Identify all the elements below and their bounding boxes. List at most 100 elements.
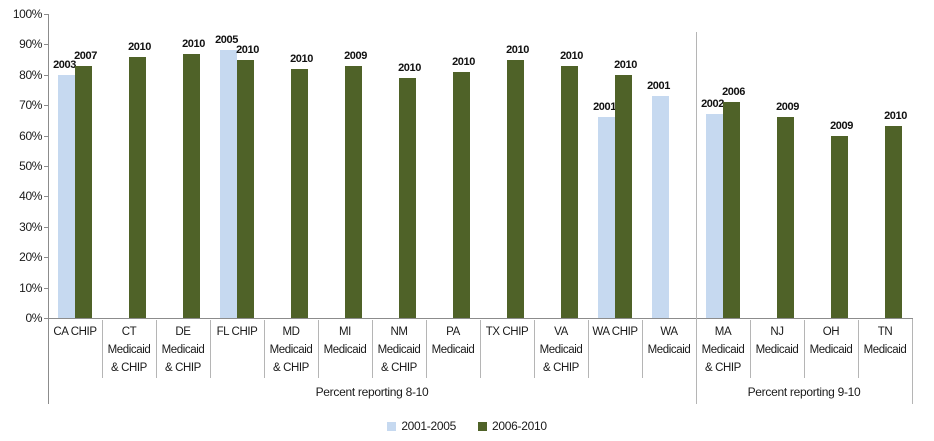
bar-year-label: 2010 bbox=[236, 43, 259, 56]
category-label: CA CHIP bbox=[53, 326, 97, 338]
legend-item-2001-2005: 2001-2005 bbox=[387, 419, 456, 433]
y-axis-tick-label: 90% bbox=[19, 37, 42, 52]
group-label: Percent reporting 8-10 bbox=[315, 385, 429, 399]
y-axis-tick-mark bbox=[44, 257, 48, 259]
y-axis-tick-mark bbox=[44, 226, 48, 228]
y-axis-tick-label: 70% bbox=[19, 98, 42, 113]
bar-2001-2005 bbox=[58, 74, 75, 318]
category-label: TN Medicaid bbox=[863, 326, 907, 356]
bar-year-label: 2009 bbox=[776, 101, 799, 114]
y-axis-tick-label: 50% bbox=[19, 159, 42, 173]
y-axis-tick-mark bbox=[44, 105, 48, 107]
category-separator bbox=[264, 320, 265, 378]
y-axis-tick-label: 20% bbox=[19, 250, 42, 265]
y-axis-tick-label: 100% bbox=[12, 7, 42, 21]
bar-year-label: 2010 bbox=[560, 49, 583, 62]
bar-2006-2010 bbox=[507, 59, 524, 318]
category-label: TX CHIP bbox=[485, 326, 529, 338]
plot-right-border bbox=[912, 319, 913, 404]
bar-2006-2010 bbox=[291, 68, 308, 318]
y-axis-tick-label: 30% bbox=[19, 219, 42, 234]
y-axis-tick-mark bbox=[44, 44, 48, 46]
group-label: Percent reporting 9-10 bbox=[747, 385, 861, 399]
category-label: DE Medicaid & CHIP bbox=[161, 326, 205, 374]
category-separator bbox=[372, 320, 373, 378]
bar-2001-2005 bbox=[220, 50, 237, 318]
y-axis-tick-label: 60% bbox=[19, 128, 42, 143]
category-separator bbox=[210, 320, 211, 378]
category-separator bbox=[156, 320, 157, 378]
y-axis-tick-label: 40% bbox=[19, 189, 42, 204]
bar-year-label: 2006 bbox=[722, 86, 745, 99]
category-separator bbox=[426, 320, 427, 378]
category-separator bbox=[858, 320, 859, 378]
y-axis-tick-label: 10% bbox=[19, 280, 42, 295]
bar-year-label: 2010 bbox=[506, 43, 529, 56]
category-label: FL CHIP bbox=[216, 326, 258, 338]
y-axis-tick-mark bbox=[44, 287, 48, 289]
bar-2006-2010 bbox=[183, 53, 200, 318]
bar-2006-2010 bbox=[237, 59, 254, 318]
category-label: NM Medicaid & CHIP bbox=[377, 326, 421, 374]
legend-item-2006-2010: 2006-2010 bbox=[478, 419, 547, 433]
bar-year-label: 2001 bbox=[647, 80, 670, 93]
category-separator bbox=[642, 320, 643, 378]
bar-year-label: 2010 bbox=[452, 55, 475, 68]
bar-year-label: 2010 bbox=[128, 40, 151, 53]
bar-year-label: 2009 bbox=[830, 119, 853, 132]
bar-2006-2010 bbox=[831, 135, 848, 318]
category-separator bbox=[750, 320, 751, 378]
bar-year-label: 2001 bbox=[593, 101, 616, 114]
bar-2006-2010 bbox=[399, 77, 416, 318]
category-label: MD Medicaid & CHIP bbox=[269, 326, 313, 374]
category-label: PA Medicaid bbox=[431, 326, 475, 356]
y-axis-tick-mark bbox=[44, 14, 48, 15]
bar-2006-2010 bbox=[777, 117, 794, 318]
category-separator bbox=[318, 320, 319, 378]
category-label: OH Medicaid bbox=[809, 326, 853, 356]
bar-year-label: 2007 bbox=[74, 49, 97, 62]
bar-2006-2010 bbox=[129, 56, 146, 318]
category-separator bbox=[804, 320, 805, 378]
y-axis-tick-label: 0% bbox=[25, 311, 42, 325]
bar-2001-2005 bbox=[598, 117, 615, 318]
bar-year-label: 2010 bbox=[182, 37, 205, 50]
category-label: NJ Medicaid bbox=[755, 326, 799, 356]
bar-year-label: 2010 bbox=[398, 61, 421, 74]
y-axis-tick-mark bbox=[44, 196, 48, 198]
category-label: WA CHIP bbox=[592, 326, 638, 338]
y-axis-tick-mark bbox=[44, 166, 48, 167]
y-axis-tick-mark bbox=[44, 318, 48, 319]
legend: 2001-2005 2006-2010 bbox=[0, 419, 934, 433]
category-label: WA Medicaid bbox=[647, 326, 691, 356]
category-label: VA Medicaid & CHIP bbox=[539, 326, 583, 374]
legend-swatch-2006-2010 bbox=[478, 421, 487, 431]
bar-year-label: 2005 bbox=[215, 34, 238, 47]
bar-year-label: 2009 bbox=[344, 49, 367, 62]
bar-2006-2010 bbox=[345, 65, 362, 318]
legend-label-2006-2010: 2006-2010 bbox=[492, 419, 547, 433]
bar-2006-2010 bbox=[723, 102, 740, 318]
x-axis-line bbox=[48, 318, 913, 319]
bar-2006-2010 bbox=[885, 126, 902, 318]
bar-2006-2010 bbox=[453, 71, 470, 318]
category-label: MA Medicaid & CHIP bbox=[701, 326, 745, 374]
category-separator bbox=[534, 320, 535, 378]
bar-2006-2010 bbox=[561, 65, 578, 318]
category-label: MI Medicaid bbox=[323, 326, 367, 356]
category-separator bbox=[588, 320, 589, 378]
category-separator bbox=[480, 320, 481, 378]
bar-2006-2010 bbox=[615, 74, 632, 318]
category-separator bbox=[102, 320, 103, 378]
bar-2001-2005 bbox=[706, 114, 723, 318]
bar-2001-2005 bbox=[652, 96, 669, 318]
legend-label-2001-2005: 2001-2005 bbox=[401, 419, 456, 433]
category-label: CT Medicaid & CHIP bbox=[107, 326, 151, 374]
legend-swatch-2001-2005 bbox=[387, 421, 397, 431]
bar-year-label: 2010 bbox=[290, 52, 313, 65]
y-axis-line bbox=[48, 14, 49, 404]
bar-year-label: 2002 bbox=[701, 98, 724, 111]
bar-year-label: 2010 bbox=[884, 110, 907, 123]
